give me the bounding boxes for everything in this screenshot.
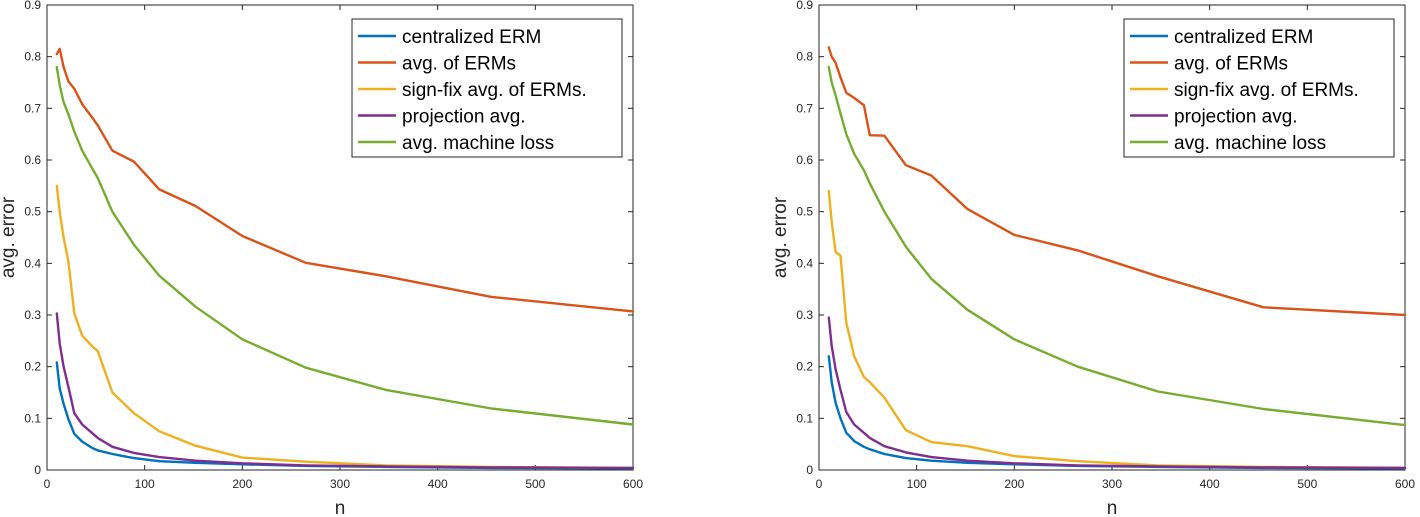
y-tick-label: 0.5 (24, 205, 41, 219)
legend-label-projection-avg: projection avg. (1174, 107, 1298, 128)
legend-label-centralized-erm: centralized ERM (402, 27, 541, 48)
legend: centralized ERM avg. of ERMs sign-fix avg.… (1123, 18, 1395, 158)
x-tick-label: 600 (623, 477, 643, 491)
y-tick-label: 0.2 (24, 360, 41, 374)
x-tick-label: 500 (1297, 477, 1317, 491)
legend-box (1123, 18, 1395, 158)
y-tick-label: 0.8 (796, 50, 813, 64)
series-line-avg-of-erms (55, 47, 635, 313)
y-tick-label: 0.8 (24, 50, 41, 64)
series-line-avg-machine-loss (827, 65, 1407, 427)
x-tick-label: 0 (816, 477, 823, 491)
legend: centralized ERM avg. of ERMs sign-fix avg.… (351, 18, 623, 158)
chart-left: 0 100 200 300 400 500 600 0 0.1 0.2 0.3 0.4 0.5 0.6 0.… (0, 0, 643, 517)
y-tick-label: 0.6 (24, 153, 41, 167)
legend-box (351, 18, 623, 158)
x-tick-label: 500 (525, 477, 545, 491)
x-tick-label: 300 (1102, 477, 1122, 491)
legend-label-avg-machine-loss: avg. machine loss (1174, 133, 1326, 154)
y-axis-label: avg. error (770, 196, 791, 278)
y-tick-label: 0.7 (796, 101, 813, 115)
series-line-sign-fix-avg-of-erms (827, 189, 1407, 470)
y-tick-label: 0 (806, 463, 813, 477)
series-line-avg-of-erms (827, 46, 1407, 317)
y-tick-label: 0.3 (24, 308, 41, 322)
x-tick-label: 0 (44, 477, 51, 491)
series-line-projection-avg (827, 316, 1407, 470)
y-axis-label: avg. error (0, 196, 19, 278)
y-tick-label: 0.7 (24, 101, 41, 115)
y-tick-label: 0.1 (24, 411, 41, 425)
series-line-projection-avg (55, 312, 635, 470)
legend-label-sign-fix-avg-of-erms: sign-fix avg. of ERMs. (402, 80, 587, 101)
legend-label-projection-avg: projection avg. (402, 107, 526, 128)
y-tick-label: 0.3 (796, 308, 813, 322)
legend-label-sign-fix-avg-of-erms: sign-fix avg. of ERMs. (1174, 80, 1359, 101)
x-tick-label: 400 (428, 477, 448, 491)
x-tick-label: 200 (232, 477, 252, 491)
legend-label-centralized-erm: centralized ERM (1174, 27, 1313, 48)
x-tick-label: 600 (1395, 477, 1415, 491)
y-tick-label: 0.9 (24, 0, 41, 12)
x-tick-label: 400 (1200, 477, 1220, 491)
x-tick-label: 100 (907, 477, 927, 491)
y-tick-label: 0.4 (796, 256, 813, 270)
series-line-avg-machine-loss (55, 65, 635, 426)
x-tick-label: 100 (135, 477, 155, 491)
y-tick-label: 0 (34, 463, 41, 477)
y-tick-label: 0.5 (796, 205, 813, 219)
y-tick-label: 0.1 (796, 411, 813, 425)
y-tick-label: 0.9 (796, 0, 813, 12)
legend-label-avg-machine-loss: avg. machine loss (402, 133, 554, 154)
chart-right: 0 100 200 300 400 500 600 0 0.1 0.2 0.3 0.4 0.5 0.6 0.… (770, 0, 1415, 517)
x-axis-label: n (335, 498, 346, 517)
x-tick-label: 300 (330, 477, 350, 491)
x-axis-label: n (1107, 498, 1118, 517)
y-tick-label: 0.4 (24, 256, 41, 270)
x-tick-label: 200 (1004, 477, 1024, 491)
series-line-sign-fix-avg-of-erms (55, 184, 635, 470)
legend-label-avg-of-erms: avg. of ERMs (402, 54, 516, 75)
y-tick-label: 0.6 (796, 153, 813, 167)
y-tick-label: 0.2 (796, 360, 813, 374)
legend-label-avg-of-erms: avg. of ERMs (1174, 54, 1288, 75)
series-line-centralized-erm (827, 355, 1407, 470)
